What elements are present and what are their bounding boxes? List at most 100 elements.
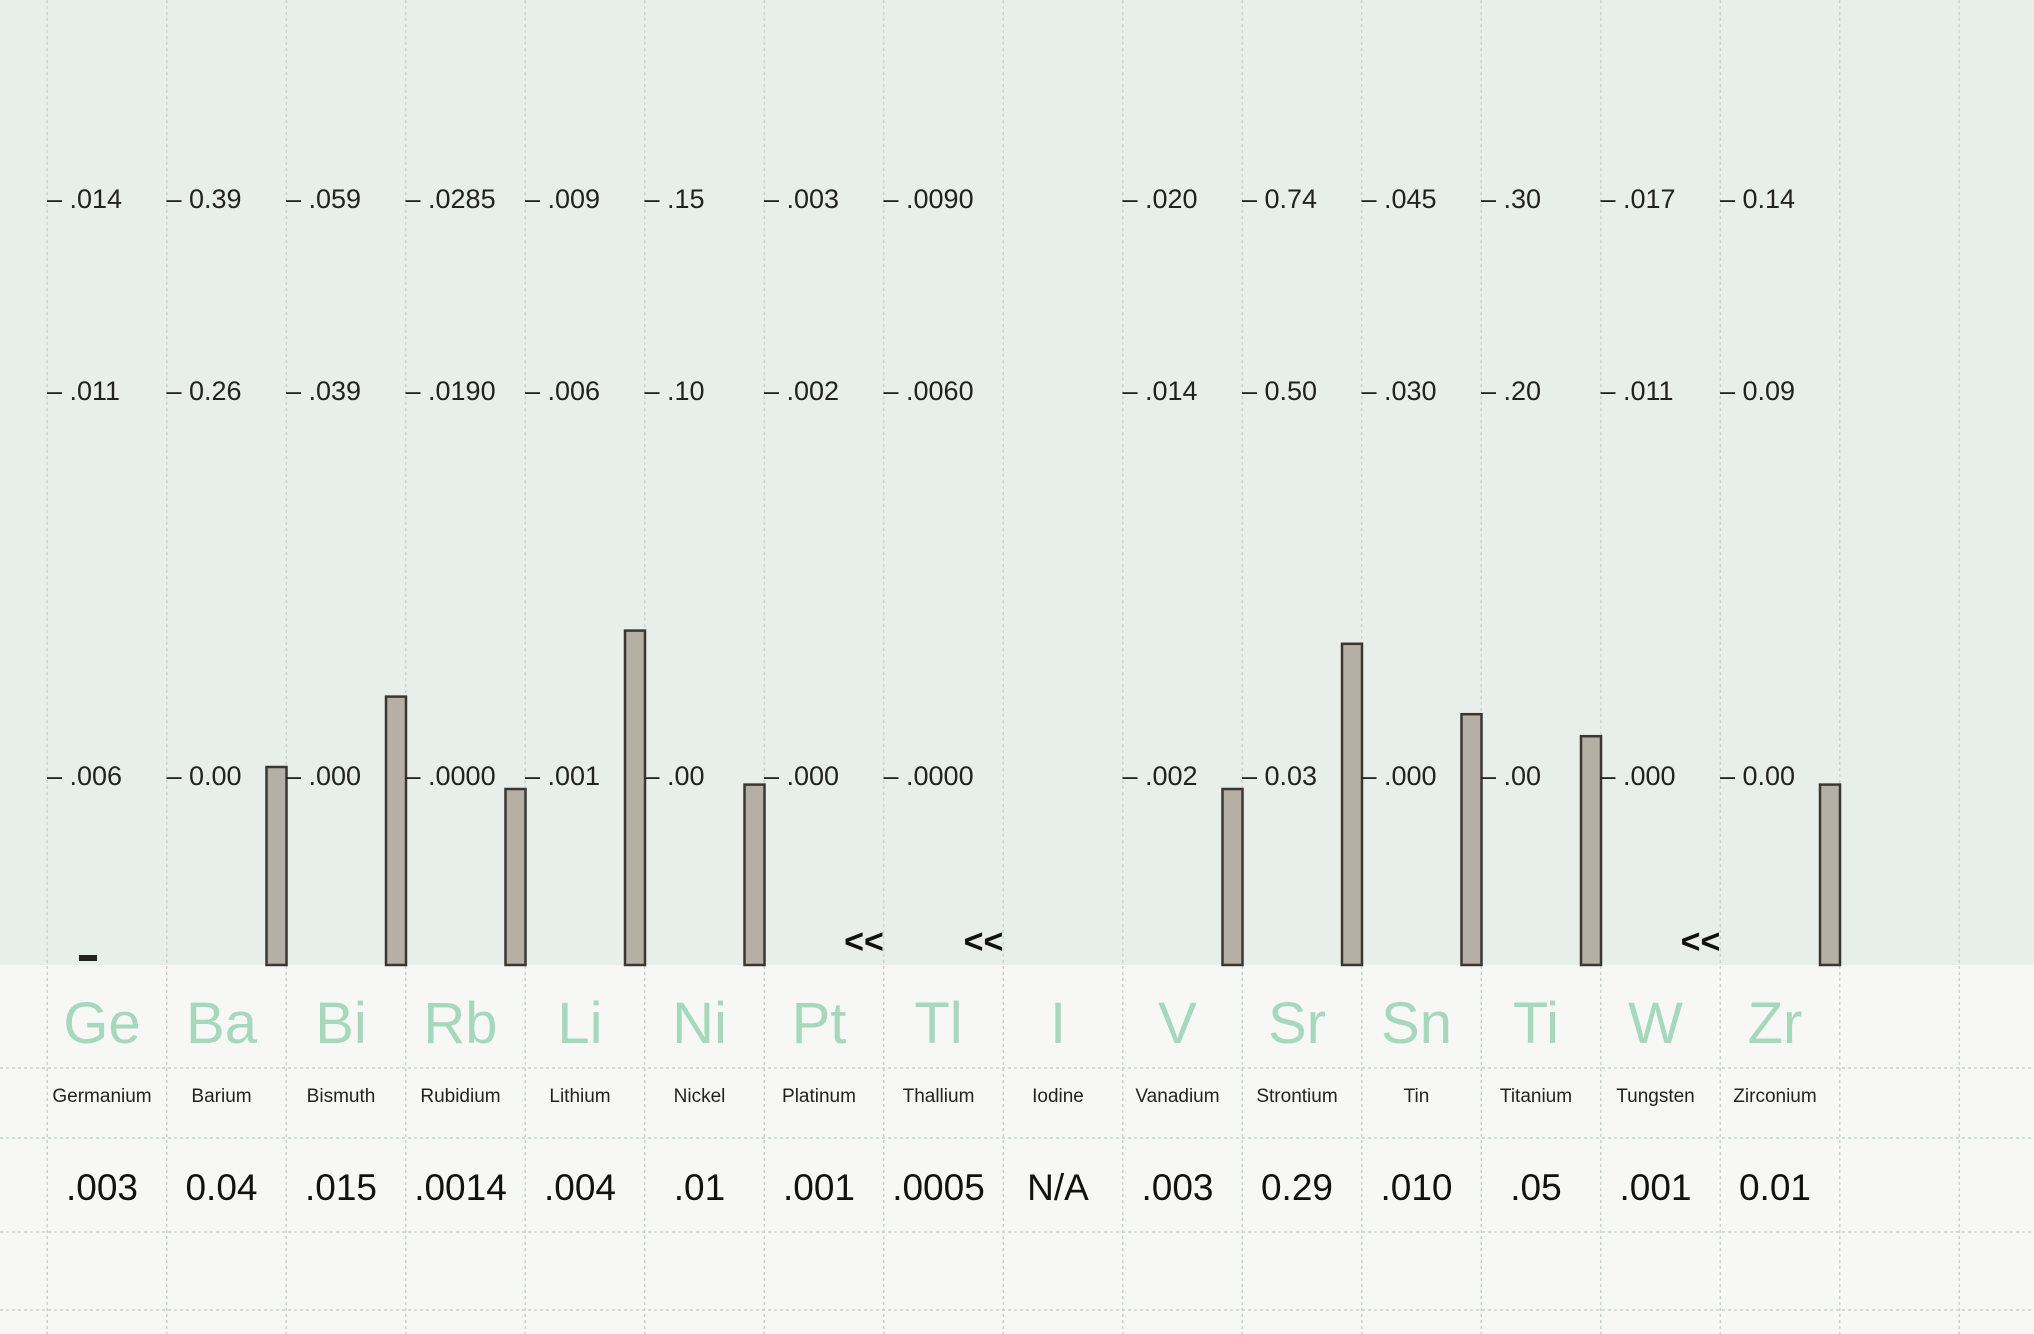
tick-label-sr: – 0.50 xyxy=(1242,376,1317,406)
element-symbol-bi: Bi xyxy=(315,991,367,1056)
element-name-sn: Tin xyxy=(1404,1086,1430,1107)
element-name-ti: Titanium xyxy=(1500,1086,1572,1107)
tick-label-ba: – 0.00 xyxy=(167,761,242,791)
tick-label-v: – .014 xyxy=(1123,376,1198,406)
tick-label-sr: – 0.03 xyxy=(1242,761,1317,791)
element-value-i: N/A xyxy=(1027,1167,1089,1208)
element-symbol-ge: Ge xyxy=(63,991,140,1056)
element-name-tl: Thallium xyxy=(903,1086,975,1107)
tick-label-rb: – .0000 xyxy=(406,761,496,791)
tick-label-w: – .017 xyxy=(1601,184,1676,214)
tick-label-sn: – .045 xyxy=(1362,184,1437,214)
tick-label-v: – .020 xyxy=(1123,184,1198,214)
element-symbol-ba: Ba xyxy=(186,991,258,1056)
element-value-rb: .0014 xyxy=(414,1167,507,1208)
element-symbol-rb: Rb xyxy=(423,991,497,1056)
element-name-ge: Germanium xyxy=(52,1086,151,1107)
tick-label-sn: – .000 xyxy=(1362,761,1437,791)
bar-v xyxy=(1221,787,1244,967)
element-name-bi: Bismuth xyxy=(307,1086,376,1107)
tick-label-bi: – .000 xyxy=(286,761,361,791)
bar-ti xyxy=(1579,734,1603,967)
element-value-zr: 0.01 xyxy=(1739,1167,1811,1208)
tick-label-ni: – .15 xyxy=(645,184,705,214)
element-name-w: Tungsten xyxy=(1616,1086,1695,1107)
tick-label-w: – .011 xyxy=(1601,376,1674,406)
element-symbol-ti: Ti xyxy=(1513,991,1559,1056)
element-symbol-zr: Zr xyxy=(1748,991,1803,1056)
bar-zr xyxy=(1818,783,1842,967)
element-symbol-v: V xyxy=(1158,991,1197,1056)
element-value-li: .004 xyxy=(544,1167,616,1208)
bar-ni xyxy=(743,783,766,967)
bar-ba xyxy=(265,765,288,967)
tick-label-li: – .009 xyxy=(525,184,600,214)
element-symbol-sr: Sr xyxy=(1268,991,1326,1056)
tick-label-w: – .000 xyxy=(1601,761,1676,791)
below-range-marker-w: << xyxy=(1681,923,1721,961)
element-symbol-pt: Pt xyxy=(792,991,847,1056)
element-name-rb: Rubidium xyxy=(420,1086,500,1107)
tick-label-ge: – .014 xyxy=(47,184,122,214)
tick-label-v: – .002 xyxy=(1123,761,1198,791)
element-symbol-ni: Ni xyxy=(672,991,727,1056)
element-value-ti: .05 xyxy=(1510,1167,1561,1208)
tick-label-zr: – 0.09 xyxy=(1720,376,1795,406)
tick-label-ge: – .011 xyxy=(47,376,120,406)
element-name-ni: Nickel xyxy=(674,1086,726,1107)
element-value-ba: 0.04 xyxy=(185,1167,257,1208)
tick-label-ni: – .10 xyxy=(645,376,705,406)
element-name-sr: Strontium xyxy=(1256,1086,1337,1107)
element-value-pt: .001 xyxy=(783,1167,855,1208)
below-range-marker-pt: << xyxy=(844,923,884,961)
tick-label-ti: – .00 xyxy=(1481,761,1541,791)
bar-bi xyxy=(384,695,408,967)
element-value-v: .003 xyxy=(1141,1167,1213,1208)
element-name-v: Vanadium xyxy=(1135,1086,1219,1107)
element-name-ba: Barium xyxy=(191,1086,251,1107)
bar-rb xyxy=(504,787,527,967)
bar-sr xyxy=(1340,642,1364,967)
below-range-marker-tl: << xyxy=(964,923,1004,961)
tick-label-ti: – .30 xyxy=(1481,184,1541,214)
tick-label-rb: – .0190 xyxy=(406,376,496,406)
tick-label-li: – .001 xyxy=(525,761,600,791)
element-value-w: .001 xyxy=(1619,1167,1691,1208)
tick-label-ba: – 0.39 xyxy=(167,184,242,214)
tick-label-zr: – 0.14 xyxy=(1720,184,1795,214)
tick-label-sr: – 0.74 xyxy=(1242,184,1317,214)
element-value-bi: .015 xyxy=(305,1167,377,1208)
tick-label-pt: – .000 xyxy=(764,761,839,791)
element-symbol-sn: Sn xyxy=(1381,991,1452,1056)
bar-sn xyxy=(1460,712,1483,967)
tick-label-bi: – .059 xyxy=(286,184,361,214)
table-panel-background xyxy=(0,965,2034,1334)
tick-label-li: – .006 xyxy=(525,376,600,406)
tick-label-tl: – .0000 xyxy=(884,761,974,791)
element-value-sr: 0.29 xyxy=(1261,1167,1333,1208)
element-symbol-tl: Tl xyxy=(914,991,962,1056)
bar-li xyxy=(623,629,647,967)
element-name-zr: Zirconium xyxy=(1733,1086,1816,1107)
element-name-i: Iodine xyxy=(1032,1086,1084,1107)
element-value-sn: .010 xyxy=(1380,1167,1452,1208)
tick-label-pt: – .002 xyxy=(764,376,839,406)
tick-label-sn: – .030 xyxy=(1362,376,1437,406)
tick-label-pt: – .003 xyxy=(764,184,839,214)
element-name-pt: Platinum xyxy=(782,1086,856,1107)
tick-label-zr: – 0.00 xyxy=(1720,761,1795,791)
tick-label-rb: – .0285 xyxy=(406,184,496,214)
low-value-marker-ge xyxy=(79,955,97,961)
element-value-ge: .003 xyxy=(66,1167,138,1208)
element-name-li: Lithium xyxy=(549,1086,610,1107)
element-value-ni: .01 xyxy=(674,1167,725,1208)
tick-label-ge: – .006 xyxy=(47,761,122,791)
element-value-tl: .0005 xyxy=(892,1167,985,1208)
chart-panel-background xyxy=(0,0,2034,965)
element-symbol-w: W xyxy=(1628,991,1683,1056)
tick-label-bi: – .039 xyxy=(286,376,361,406)
tick-label-ba: – 0.26 xyxy=(167,376,242,406)
tick-label-ti: – .20 xyxy=(1481,376,1541,406)
